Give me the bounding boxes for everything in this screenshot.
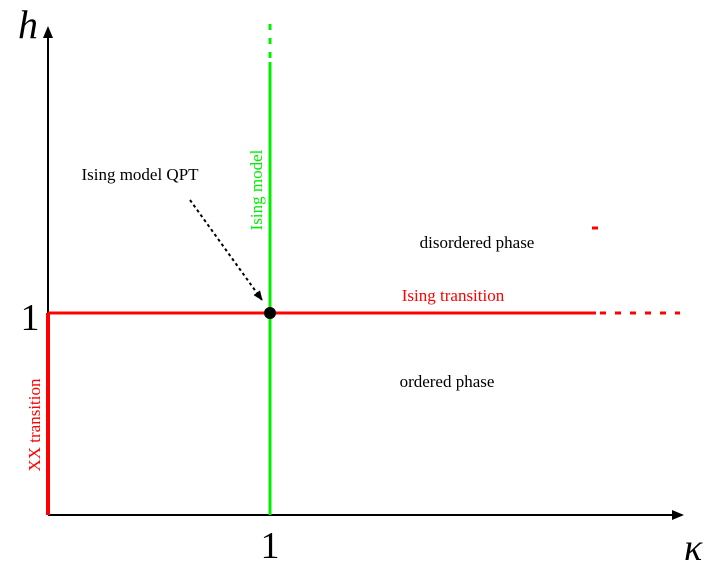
ising-model-label: Ising model	[247, 149, 266, 230]
y-tick-label: 1	[21, 297, 40, 339]
ising-transition-label: Ising transition	[402, 286, 505, 305]
ordered-label: ordered phase	[400, 372, 495, 391]
annotation-arrow	[189, 199, 263, 301]
y-axis-label: h	[18, 2, 38, 47]
xx-transition-label: XX transition	[25, 378, 44, 472]
disordered-label: disordered phase	[420, 233, 535, 252]
x-tick-label: 1	[261, 525, 280, 567]
critical-point	[264, 307, 276, 319]
x-axis-label: κ	[684, 527, 703, 568]
annotation: Ising model QPT	[81, 165, 199, 184]
